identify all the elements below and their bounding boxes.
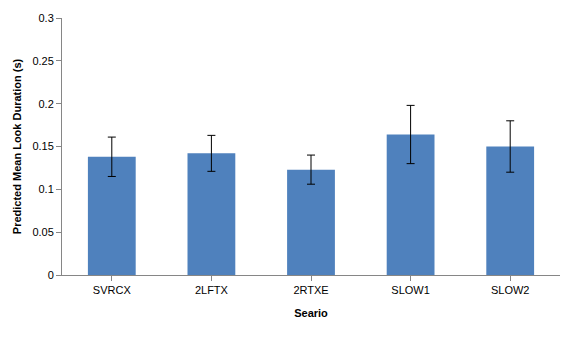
svg-text:SVRCX: SVRCX: [93, 284, 132, 296]
svg-text:Seario: Seario: [294, 307, 328, 319]
svg-text:Predicted Mean Look Duration (: Predicted Mean Look Duration (s): [11, 58, 23, 234]
svg-text:SLOW2: SLOW2: [491, 284, 530, 296]
svg-text:0.05: 0.05: [32, 226, 53, 238]
svg-text:2RTXE: 2RTXE: [293, 284, 328, 296]
svg-text:0.15: 0.15: [32, 140, 53, 152]
svg-text:0: 0: [48, 269, 54, 281]
svg-text:0.2: 0.2: [39, 98, 54, 110]
svg-text:SLOW1: SLOW1: [391, 284, 430, 296]
svg-text:0.3: 0.3: [39, 12, 54, 24]
svg-text:0.1: 0.1: [39, 183, 54, 195]
svg-text:2LFTX: 2LFTX: [195, 284, 229, 296]
svg-text:0.25: 0.25: [32, 55, 53, 67]
